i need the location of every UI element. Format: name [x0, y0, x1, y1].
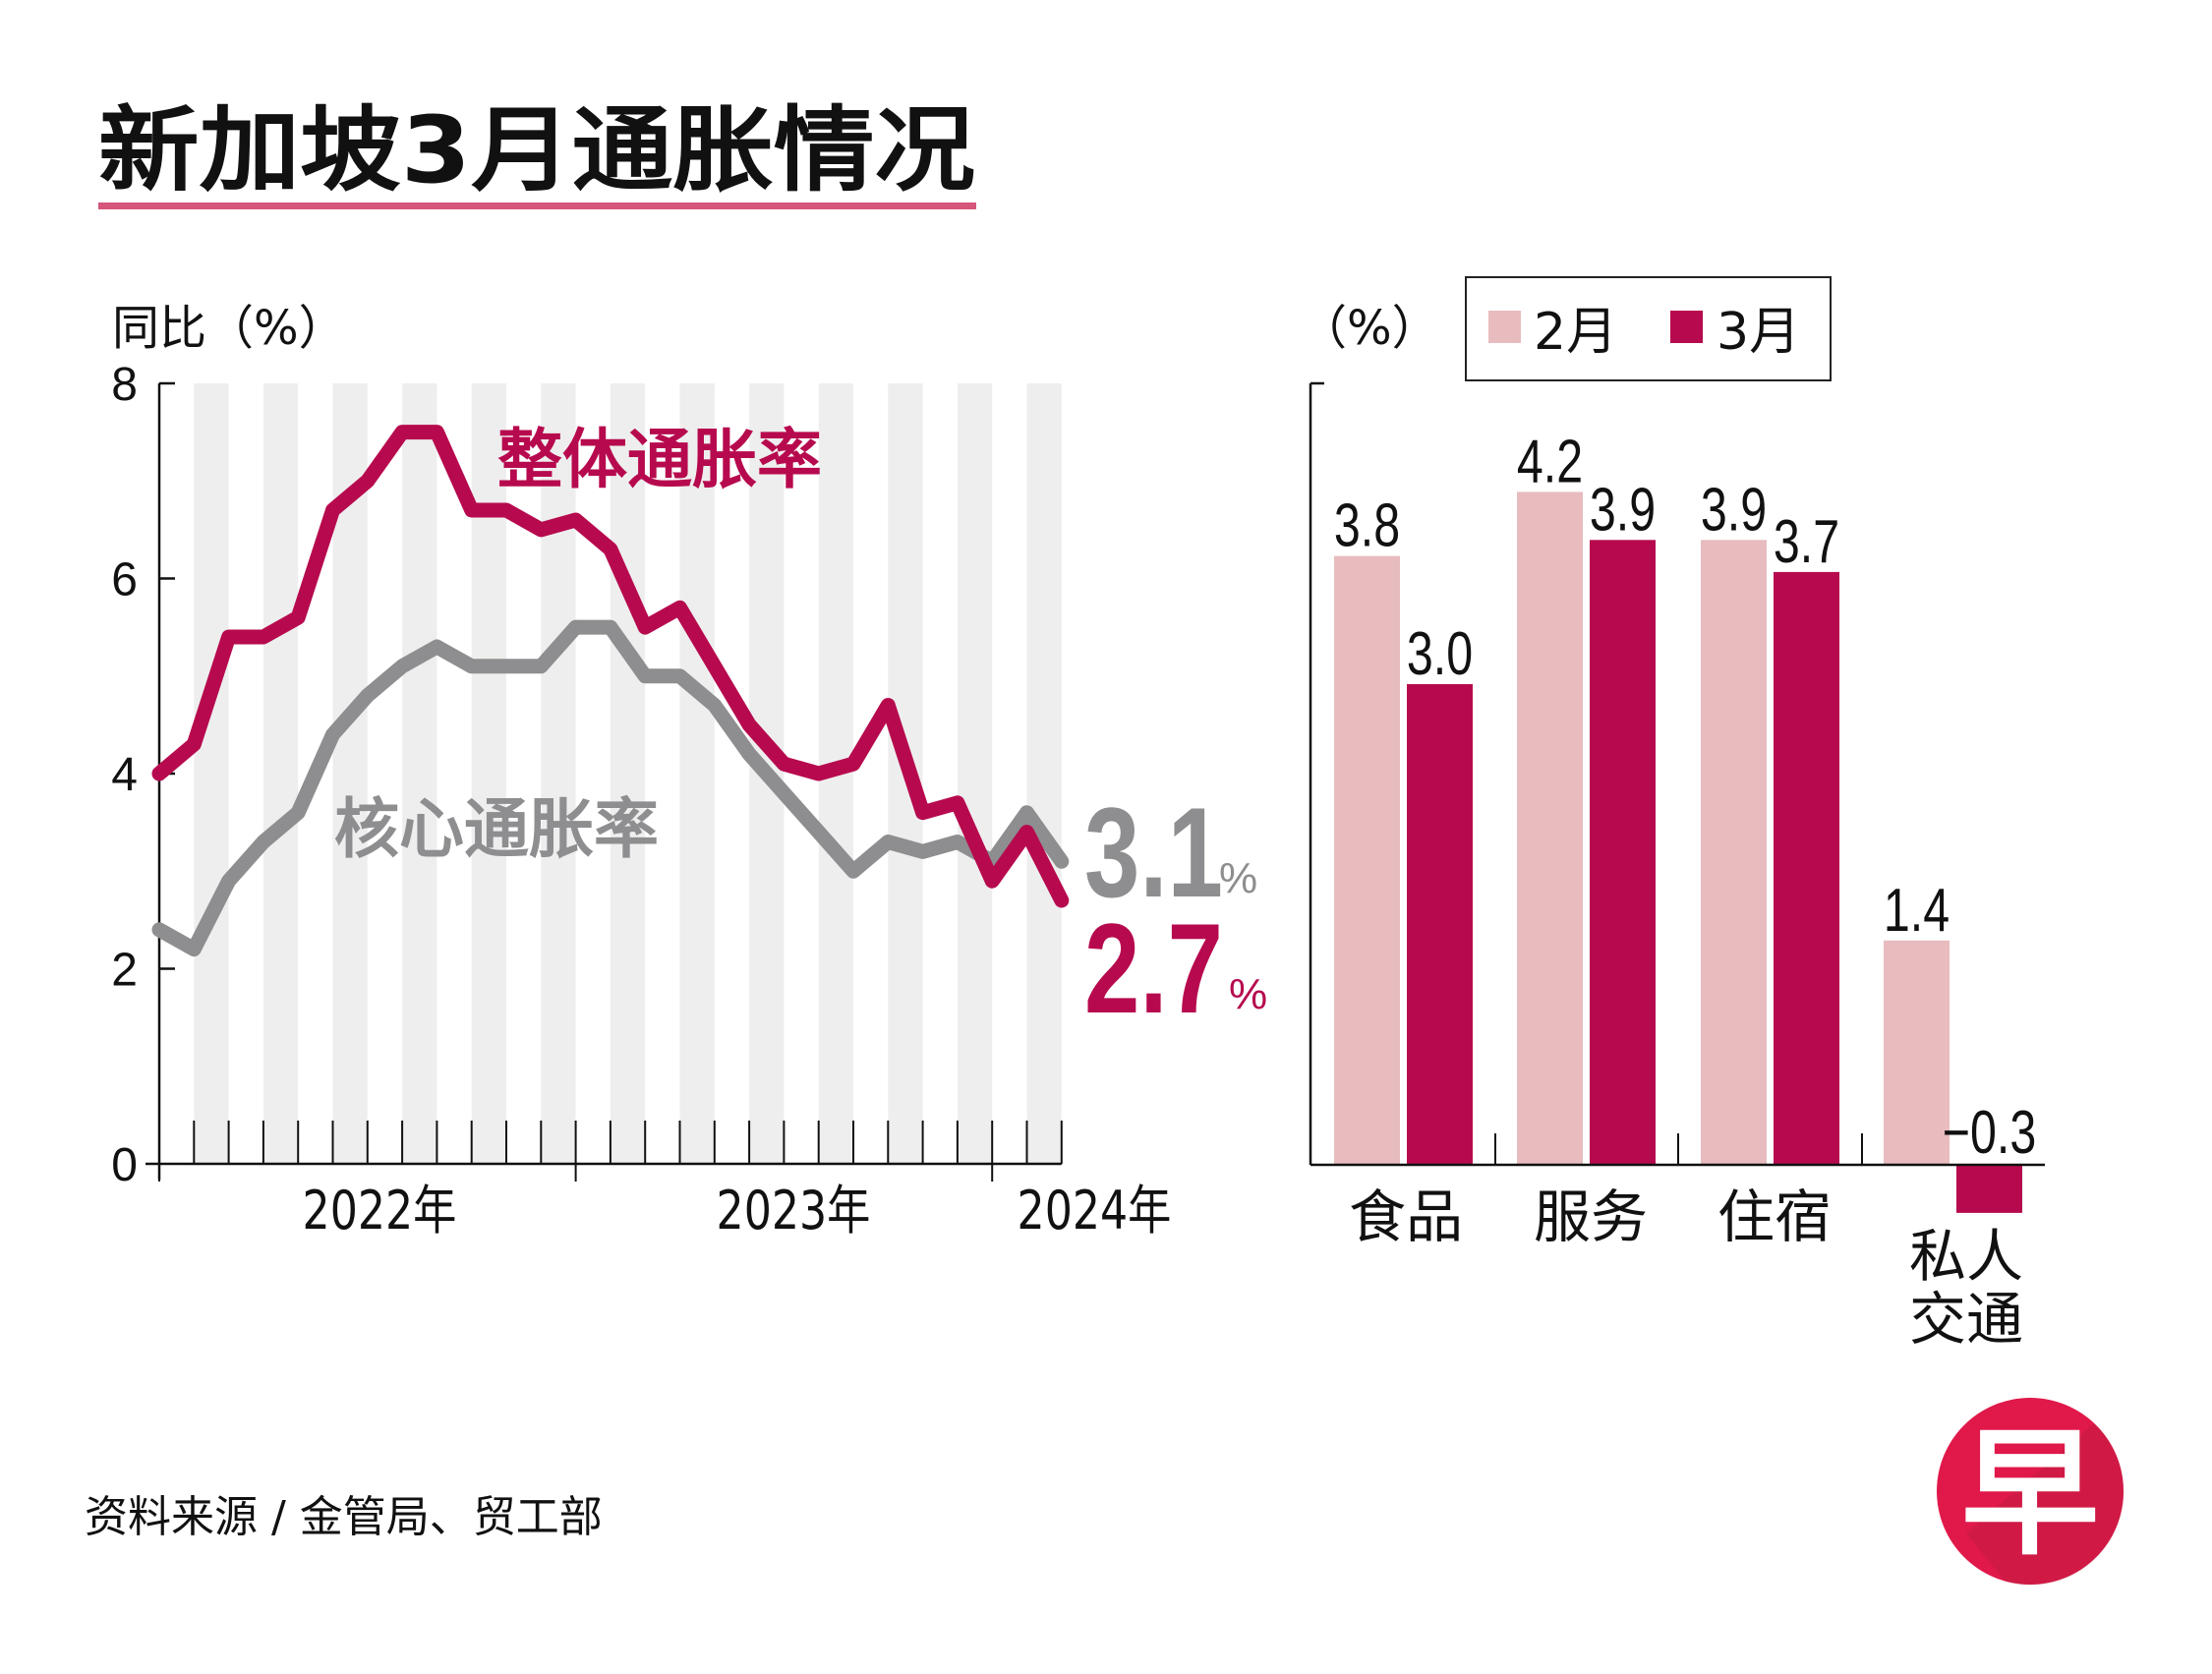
logo-glyph: 早 [1961, 1414, 2099, 1575]
bars [1334, 491, 2022, 1213]
headline-end-value: 2.7 % [1084, 896, 1267, 1040]
bar-value-label: −0.3 [1943, 1098, 2036, 1166]
bar-value-label: 3.9 [1701, 476, 1767, 544]
zaobao-logo-icon: 早 [1937, 1398, 2125, 1586]
bar-value-label: 3.7 [1774, 507, 1839, 575]
logo-shade [1966, 1423, 2125, 1586]
category-label: 私人 [1909, 1223, 2023, 1290]
headline-series-label: 整体通胀率 [497, 422, 822, 497]
bar-feb [1517, 491, 1583, 1165]
legend-swatch-mar [1670, 311, 1703, 343]
bar-mar [1774, 571, 1839, 1165]
line-chart-y-ticks: 0 2 4 6 8 [111, 359, 175, 1191]
core-series-line [151, 619, 1070, 957]
bar-feb [1884, 940, 1950, 1165]
bar-legend: 2月 3月 [1465, 276, 1832, 381]
month-stripe [1026, 383, 1062, 1164]
bar-value-label: 3.9 [1590, 476, 1656, 544]
year-label: 2024年 [1018, 1180, 1172, 1241]
y-tick-label: 6 [111, 554, 138, 606]
month-stripes [194, 383, 1062, 1164]
y-tick-label: 8 [111, 359, 138, 411]
legend-label-feb: 2月 [1534, 303, 1617, 362]
bar-mar [1956, 1165, 2022, 1213]
month-stripe [541, 383, 576, 1164]
page-title: 新加坡3月通胀情况 [98, 97, 975, 204]
core-series-label: 核心通胀率 [334, 791, 659, 867]
year-label: 2022年 [303, 1180, 457, 1241]
month-stripe [262, 383, 299, 1164]
bar-feb [1334, 555, 1400, 1165]
bar-chart: （%） 2月 3月 3.84.23.91.43.03.9 3.7−0.3 食品 服务… [1300, 276, 2045, 1353]
legend-label-mar: 3月 [1717, 303, 1800, 362]
bar-chart-ylabel: （%） [1300, 301, 1439, 356]
bar-chart-axes [1309, 381, 2045, 1167]
source-note: 资料来源 / 金管局、贸工部 [85, 1492, 603, 1542]
headline-series-line [151, 425, 1070, 908]
core-end-value-number: 3.1 [1084, 780, 1223, 924]
series-lines [151, 425, 1070, 957]
year-labels: 2022年 2023年 2024年 [303, 1180, 1172, 1241]
headline-end-value-number: 2.7 [1084, 896, 1223, 1040]
year-label: 2023年 [717, 1180, 871, 1241]
core-end-value-unit: % [1219, 854, 1257, 902]
month-stripe [471, 383, 506, 1164]
y-tick-label: 2 [111, 945, 138, 997]
y-tick-label: 4 [111, 749, 138, 801]
y-tick-label: 0 [111, 1139, 138, 1191]
bar-value-label: 4.2 [1517, 428, 1583, 495]
line-chart-ylabel: 同比（%） [112, 301, 346, 356]
category-label: 服务 [1534, 1183, 1648, 1250]
category-label: 交通 [1909, 1286, 2023, 1353]
headline-end-value-unit: % [1229, 970, 1267, 1018]
month-stripe [194, 383, 229, 1164]
title-underline [98, 202, 976, 209]
category-label: 住宿 [1717, 1183, 1832, 1250]
category-label: 食品 [1349, 1183, 1463, 1250]
bar-value-labels: 3.84.23.91.43.03.9 3.7−0.3 [1334, 428, 2036, 1167]
line-chart-x-ticks [158, 1121, 1063, 1182]
legend-swatch-feb [1488, 311, 1521, 343]
bar-value-label: 3.0 [1407, 619, 1473, 687]
core-end-value: 3.1 % [1084, 780, 1257, 924]
month-stripe [679, 383, 715, 1164]
bar-value-label: 1.4 [1884, 876, 1950, 944]
legend-box [1465, 276, 1832, 381]
logo-circle [1937, 1398, 2124, 1585]
bar-feb [1701, 540, 1767, 1165]
month-stripe [610, 383, 646, 1164]
month-stripe [957, 383, 993, 1164]
bar-value-label: 3.8 [1334, 491, 1400, 559]
month-stripe [402, 383, 437, 1164]
bar-mar [1590, 540, 1656, 1165]
bar-mar [1407, 684, 1473, 1165]
